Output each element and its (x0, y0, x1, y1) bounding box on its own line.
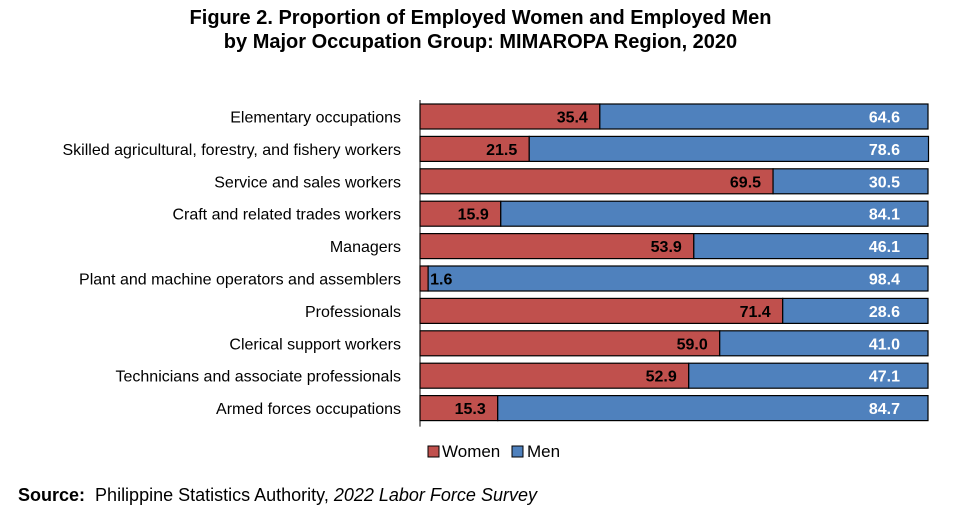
bar-women (419, 135, 530, 162)
bar-men (693, 233, 929, 260)
bar-men (782, 297, 929, 324)
category-label: Plant and machine operators and assemble… (79, 272, 401, 289)
category-label: Armed forces occupations (216, 401, 401, 418)
bar-women (419, 265, 429, 292)
bar-women (419, 103, 601, 130)
bar-women (419, 168, 774, 195)
legend-label-women: Women (442, 442, 500, 461)
data-label-men: 78.6 (869, 142, 900, 159)
legend-swatch-men (511, 445, 524, 458)
bar-men (772, 168, 929, 195)
bar-women (419, 297, 784, 324)
source-publication: 2022 Labor Force Survey (333, 485, 537, 505)
bar-men (500, 200, 929, 227)
category-label: Skilled agricultural, forestry, and fish… (63, 142, 402, 159)
bar-women (419, 233, 695, 260)
bar-women (419, 200, 502, 227)
data-label-women: 59.0 (677, 336, 708, 353)
data-label-men: 84.7 (869, 401, 900, 418)
chart-title-line-1: Figure 2. Proportion of Employed Women a… (189, 7, 772, 29)
category-label: Service and sales workers (214, 174, 401, 191)
category-label: Clerical support workers (229, 336, 401, 353)
data-label-women: 21.5 (486, 142, 517, 159)
legend-label-men: Men (527, 442, 560, 461)
chart-title: Figure 2. Proportion of Employed Women a… (0, 6, 961, 54)
bar-women (419, 330, 721, 357)
data-label-men: 46.1 (869, 239, 900, 256)
source-agency: Philippine Statistics Authority, (95, 485, 329, 505)
bar-women (419, 395, 499, 422)
source-note: Source: Philippine Statistics Authority,… (18, 485, 537, 506)
category-label: Managers (330, 239, 401, 256)
data-label-women: 52.9 (646, 369, 677, 386)
category-label: Elementary occupations (230, 110, 401, 127)
bar-men (599, 103, 929, 130)
category-label: Craft and related trades workers (172, 207, 401, 224)
data-label-men: 28.6 (869, 304, 900, 321)
bar-men (528, 135, 930, 162)
data-label-men: 64.6 (869, 110, 900, 127)
data-label-women: 53.9 (651, 239, 682, 256)
data-label-women: 15.9 (458, 207, 489, 224)
data-label-men: 98.4 (869, 272, 900, 289)
bar-men (427, 265, 929, 292)
bar-men (497, 395, 929, 422)
data-label-men: 84.1 (869, 207, 900, 224)
bar-men (688, 362, 929, 389)
chart-title-line-2: by Major Occupation Group: MIMAROPA Regi… (223, 31, 738, 53)
stacked-bar-chart: Elementary occupations 35.4 64.6 Skilled ag… (63, 100, 930, 461)
data-label-women: 1.6 (430, 272, 452, 289)
data-label-women: 35.4 (557, 110, 588, 127)
source-label: Source: (18, 485, 86, 505)
data-label-men: 41.0 (869, 336, 900, 353)
data-label-men: 30.5 (869, 174, 900, 191)
data-label-men: 47.1 (869, 369, 900, 386)
data-label-women: 71.4 (740, 304, 771, 321)
bar-men (719, 330, 929, 357)
data-label-women: 15.3 (455, 401, 486, 418)
category-label: Professionals (305, 304, 401, 321)
data-label-women: 69.5 (730, 174, 761, 191)
category-label: Technicians and associate professionals (116, 369, 402, 386)
legend-swatch-women (427, 445, 440, 458)
